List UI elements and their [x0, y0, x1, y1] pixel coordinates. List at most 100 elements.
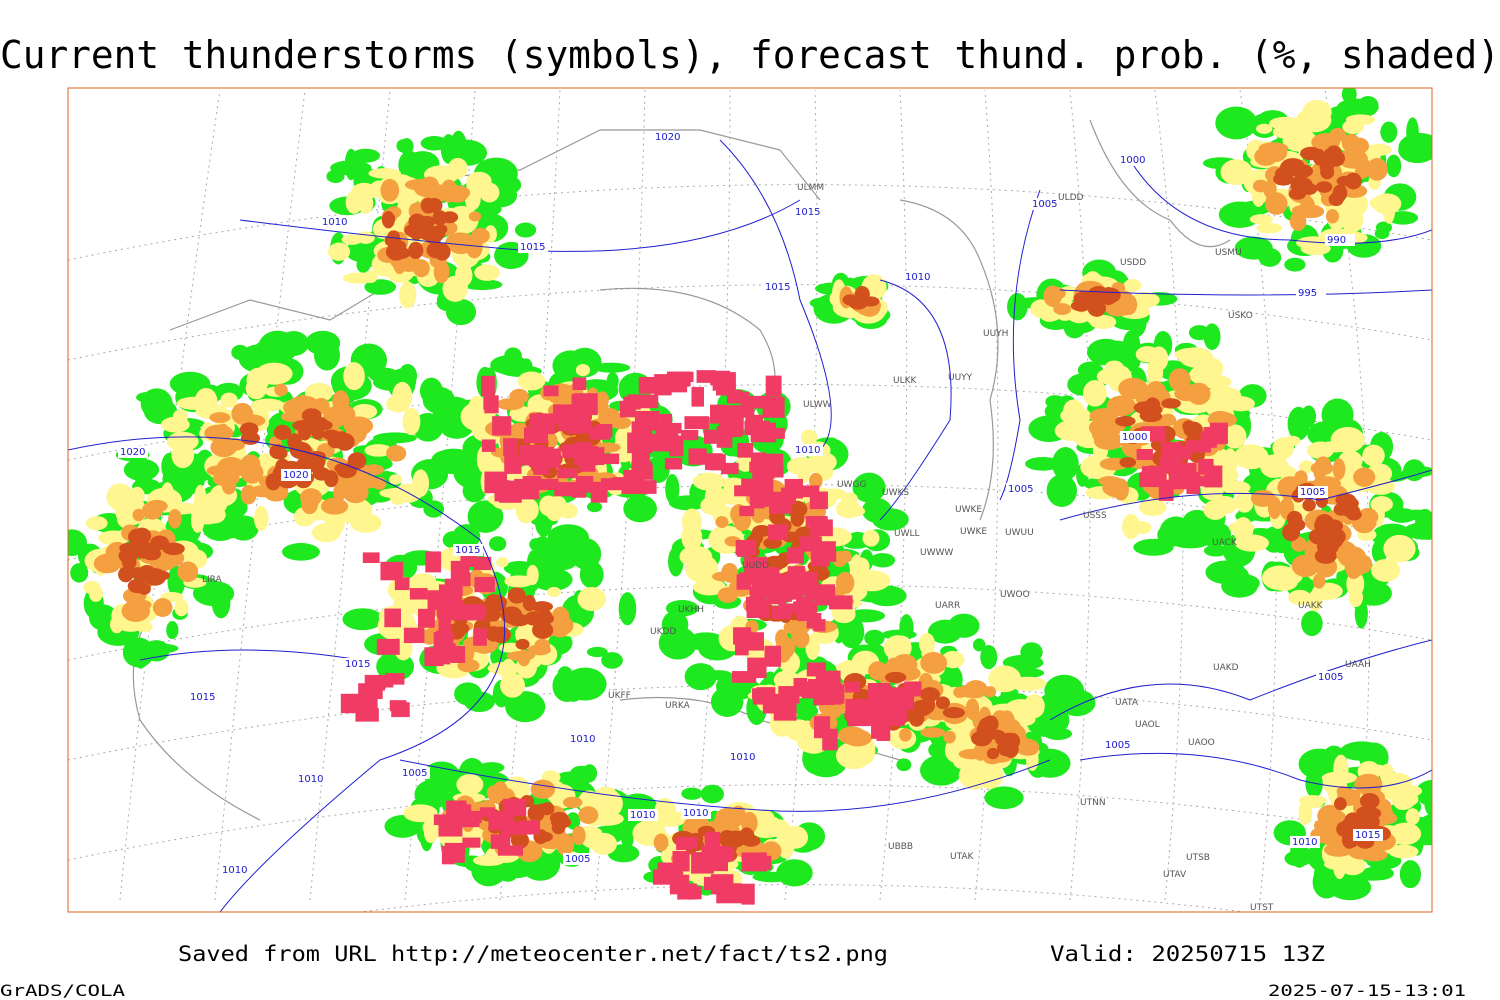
- prob-shading: [1222, 448, 1238, 476]
- storm-symbol: [757, 477, 774, 497]
- storm-symbol: [710, 874, 734, 895]
- storm-symbol: [543, 385, 559, 397]
- storm-symbol: [557, 468, 578, 479]
- isobar: [68, 436, 506, 912]
- isobar-label: 1015: [190, 692, 215, 703]
- prob-shading: [722, 481, 736, 503]
- isobar-label-bg: [793, 206, 823, 218]
- storm-symbol: [799, 536, 822, 552]
- prob-shading: [1357, 508, 1379, 526]
- prob-shading: [984, 786, 1024, 810]
- storm-symbol: [771, 606, 793, 620]
- storm-symbol: [632, 464, 653, 480]
- prob-shading: [577, 587, 607, 611]
- station-label: UAAH: [1345, 660, 1371, 670]
- isobar-label-bg: [118, 446, 148, 458]
- prob-shading: [787, 500, 808, 518]
- prob-shading: [1119, 457, 1137, 468]
- prob-shading: [1029, 748, 1071, 778]
- prob-shading: [1135, 346, 1160, 363]
- prob-shading: [452, 524, 481, 550]
- prob-shading: [404, 223, 424, 237]
- station-label: UWOO: [1000, 590, 1030, 600]
- isobar-label-bg: [400, 767, 430, 779]
- prob-shading: [601, 652, 623, 669]
- storm-symbol: [749, 494, 765, 509]
- isobar-label-bg: [1290, 836, 1320, 848]
- storm-symbol: [376, 638, 400, 655]
- station-label: USKO: [1228, 311, 1253, 321]
- prob-shading: [356, 257, 371, 273]
- station-label: UWKE: [955, 505, 982, 515]
- prob-shading: [430, 450, 458, 474]
- isobar-label-bg: [1103, 739, 1133, 751]
- prob-shading: [1284, 435, 1301, 447]
- prob-shading: [269, 444, 287, 460]
- prob-shading: [342, 272, 376, 284]
- prob-shading: [118, 566, 134, 583]
- storm-symbol: [778, 686, 800, 704]
- isobar: [879, 279, 952, 521]
- storm-symbol: [445, 845, 465, 863]
- storm-symbol: [1136, 448, 1153, 460]
- prob-shading: [1130, 292, 1160, 308]
- station-label: UKDD: [650, 627, 676, 637]
- prob-shading: [712, 571, 735, 582]
- isobar-label: 1010: [322, 217, 347, 228]
- prob-shading: [1334, 797, 1347, 811]
- prob-shading: [166, 621, 179, 640]
- prob-shading: [306, 450, 326, 462]
- prob-shading: [274, 383, 288, 397]
- isobar-label: 1005: [1032, 199, 1057, 210]
- storm-symbol: [788, 585, 805, 596]
- prob-shading: [1301, 405, 1317, 428]
- storm-symbol: [377, 677, 394, 688]
- prob-shading: [408, 241, 424, 260]
- station-label: ULKK: [893, 376, 918, 386]
- prob-shading: [243, 349, 266, 366]
- storm-symbol: [483, 397, 496, 410]
- prob-shading: [1020, 642, 1043, 663]
- prob-shading: [1381, 812, 1398, 824]
- prob-shading: [1346, 508, 1362, 521]
- prob-shading: [1308, 528, 1332, 545]
- isobar-label: 1020: [655, 132, 680, 143]
- prob-shading: [800, 429, 818, 446]
- prob-shading: [535, 543, 562, 562]
- prob-shading: [505, 691, 546, 723]
- isobar-label-bg: [1316, 671, 1346, 683]
- isobar-label: 1015: [1355, 830, 1380, 841]
- prob-shading: [807, 451, 837, 473]
- prob-shading: [1359, 792, 1380, 810]
- storm-symbol: [746, 855, 772, 870]
- prob-shading: [785, 719, 813, 742]
- prob-shading: [1344, 812, 1362, 830]
- isobar-label-bg: [1296, 287, 1326, 299]
- prob-shading: [1284, 257, 1306, 272]
- prob-shading: [575, 364, 591, 377]
- timestamp: 2025-07-15-13:01: [1268, 981, 1466, 1000]
- isobar-label-bg: [653, 131, 683, 143]
- prob-shading: [426, 242, 446, 259]
- prob-shading: [1087, 338, 1125, 366]
- graticule: [879, 89, 908, 901]
- storm-symbol: [418, 608, 435, 628]
- prob-shading: [1388, 844, 1419, 859]
- graticule: [404, 89, 476, 901]
- prob-shading: [1115, 416, 1136, 427]
- prob-shading: [220, 392, 238, 408]
- prob-shading: [870, 553, 896, 568]
- prob-shading: [1315, 181, 1333, 193]
- isobar-label: 1010: [222, 865, 247, 876]
- prob-shading: [592, 362, 631, 373]
- prob-shading: [1234, 534, 1270, 552]
- prob-shading: [1282, 523, 1301, 542]
- prob-shading: [665, 473, 680, 505]
- prob-shading: [340, 476, 367, 495]
- prob-shading: [776, 859, 813, 887]
- storm-symbol: [713, 846, 735, 859]
- prob-shading: [562, 796, 583, 809]
- prob-shading: [403, 804, 438, 823]
- prob-shading: [941, 651, 965, 669]
- prob-shading: [1112, 478, 1129, 501]
